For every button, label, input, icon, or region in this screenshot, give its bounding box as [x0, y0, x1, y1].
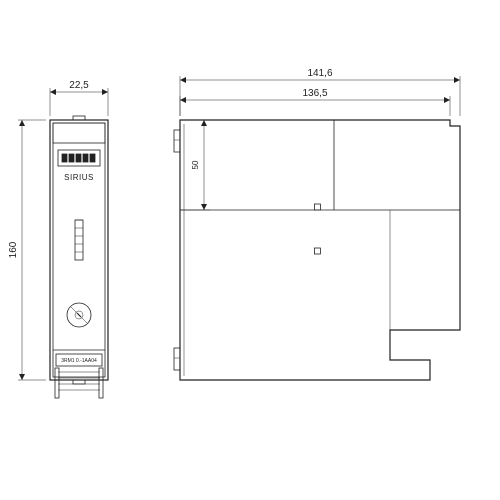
side-width-inner-dim: 136,5 [302, 88, 327, 99]
side-depth-dim: 50 [191, 160, 200, 169]
front-width-dim: 22,5 [69, 80, 89, 91]
brand-label: SIRIUS [64, 173, 94, 182]
model-label: 3RM1 0.-1AA04 [61, 358, 97, 364]
side-view: 141,6 136,5 50 [174, 68, 460, 380]
front-height-dim: 160 [8, 241, 19, 258]
front-view: 22,5 160 SIRIUS 3RM1 0.-1AA04 [8, 80, 108, 398]
side-width-outer-dim: 141,6 [307, 68, 332, 79]
